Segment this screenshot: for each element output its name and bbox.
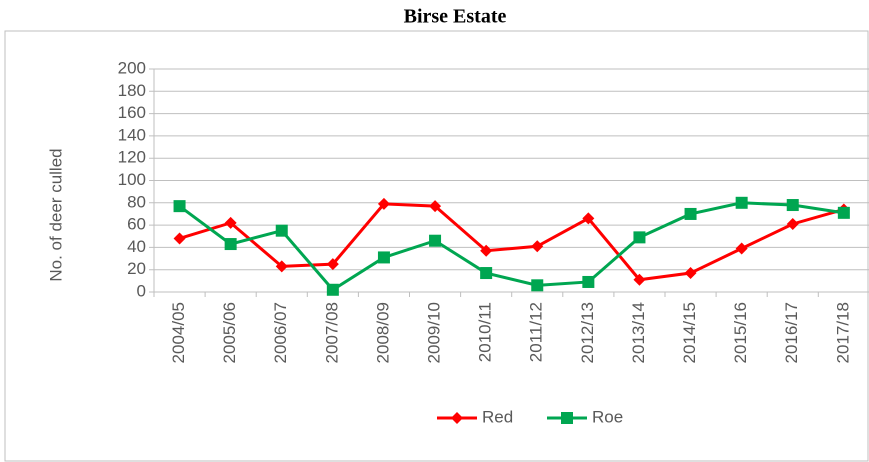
x-tick-label: 2006/07 [271, 302, 290, 363]
x-tick-label: 2017/18 [833, 302, 852, 363]
x-tick-label: 2008/09 [373, 302, 392, 363]
point [582, 212, 595, 225]
y-tick-label: 100 [118, 170, 146, 189]
point [377, 197, 390, 210]
point [173, 232, 186, 245]
point [224, 238, 237, 251]
point [326, 258, 339, 271]
x-tick-label: 2007/08 [322, 302, 341, 363]
point [786, 199, 799, 212]
chart-title: Birse Estate [404, 6, 507, 28]
legend-label: Roe [592, 407, 623, 426]
point [735, 242, 748, 255]
point [582, 275, 595, 288]
y-tick-label: 20 [127, 259, 146, 278]
y-tick-label: 140 [118, 125, 146, 144]
point [531, 279, 544, 292]
point [326, 283, 339, 296]
y-tick-label: 60 [127, 215, 146, 234]
point [377, 251, 390, 264]
point [735, 196, 748, 209]
point [531, 240, 544, 253]
point [173, 200, 186, 213]
x-tick-label: 2004/05 [169, 302, 188, 363]
y-tick-label: 0 [137, 281, 146, 300]
point [429, 200, 442, 213]
y-tick-label: 80 [127, 192, 146, 211]
point [684, 267, 697, 280]
point [837, 206, 850, 219]
x-tick-label: 2015/16 [731, 302, 750, 363]
x-tick-label: 2005/06 [220, 302, 239, 363]
y-tick-label: 160 [118, 103, 146, 122]
point [429, 234, 442, 247]
point [480, 244, 493, 257]
point [633, 273, 646, 286]
point [633, 231, 646, 244]
x-tick-label: 2013/14 [629, 302, 648, 363]
x-tick-label: 2010/11 [476, 302, 495, 362]
legend-marker [561, 412, 573, 424]
series-line [179, 202, 845, 282]
point [684, 207, 697, 220]
x-tick-label: 2009/10 [425, 302, 444, 363]
y-axis-label: No. of deer culled [46, 148, 65, 281]
legend-marker [451, 412, 463, 424]
legend-label: Red [482, 407, 513, 426]
point [275, 224, 288, 237]
y-tick-label: 40 [127, 237, 146, 256]
x-tick-label: 2011/12 [527, 302, 546, 362]
point [275, 260, 288, 273]
point [224, 216, 237, 229]
series-line [178, 201, 845, 292]
point [786, 217, 799, 230]
y-tick-label: 180 [118, 81, 146, 100]
y-tick-label: 120 [118, 148, 146, 167]
x-tick-label: 2012/13 [578, 302, 597, 363]
x-tick-label: 2014/15 [680, 302, 699, 363]
x-tick-label: 2016/17 [782, 302, 801, 363]
y-tick-label: 200 [118, 58, 146, 77]
point [480, 267, 493, 280]
